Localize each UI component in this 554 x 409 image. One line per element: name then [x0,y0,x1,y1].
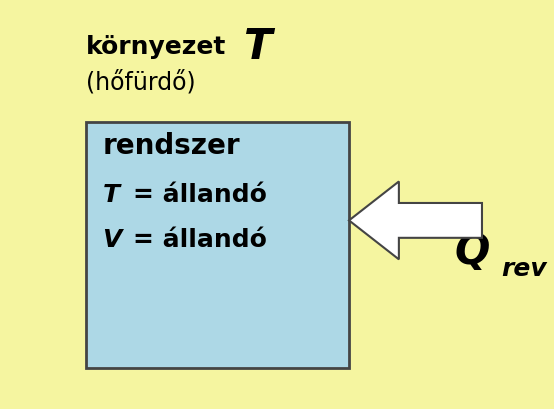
Text: (hőfürdő): (hőfürdő) [86,70,196,94]
Text: Q: Q [454,231,490,272]
Text: V: V [102,227,122,251]
Text: = állandó: = állandó [133,182,267,206]
Text: rendszer: rendszer [102,131,240,159]
Text: T: T [102,182,120,206]
FancyArrow shape [349,182,482,260]
Text: T: T [244,26,272,68]
Text: rev: rev [501,256,547,280]
Text: környezet: környezet [86,35,226,59]
Text: = állandó: = állandó [133,227,267,251]
Bar [86,123,349,368]
